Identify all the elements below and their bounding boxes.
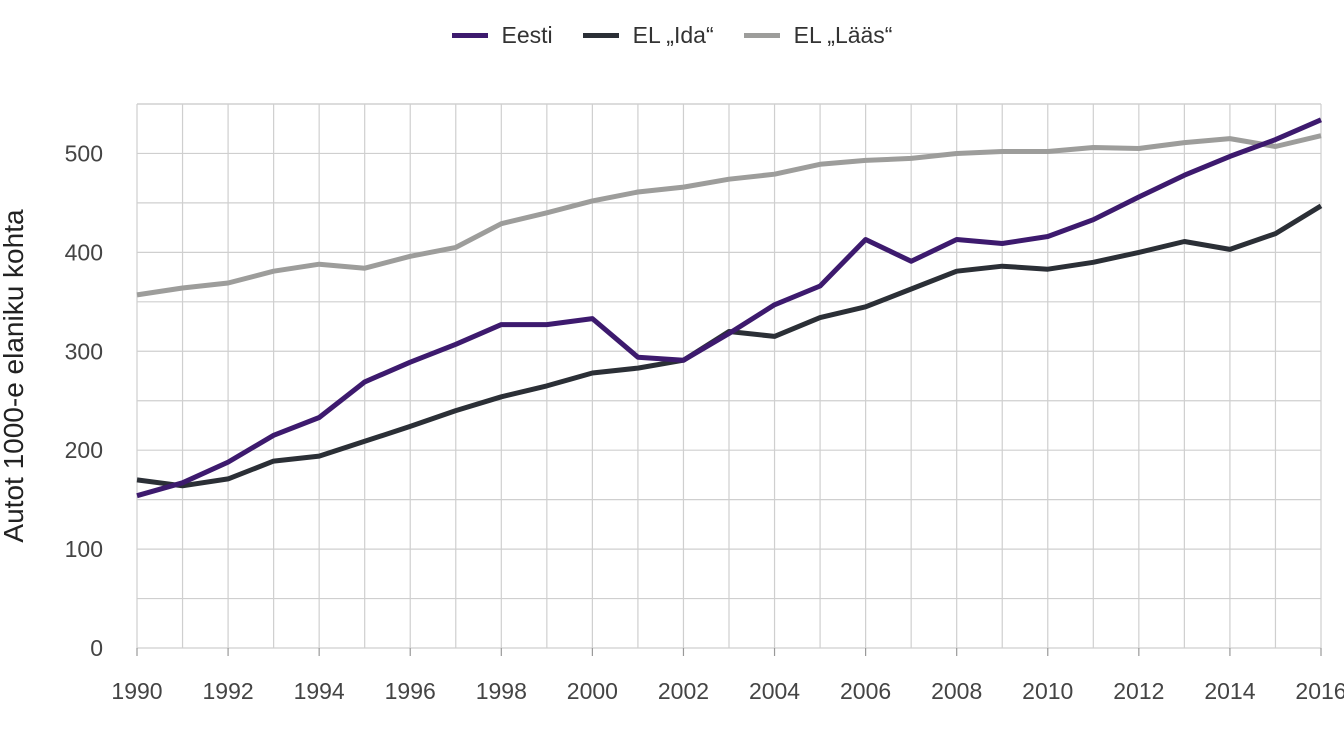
y-tick-label: 0 bbox=[90, 635, 103, 661]
x-tick-label: 2014 bbox=[1204, 678, 1255, 704]
x-tick-label: 2002 bbox=[658, 678, 709, 704]
x-tick-label: 1992 bbox=[202, 678, 253, 704]
legend-label-el-laas: EL „Lääs“ bbox=[793, 22, 893, 48]
series-line-el-lääs bbox=[136, 133, 1322, 298]
legend-swatch-el-laas bbox=[743, 33, 780, 38]
x-tick-label: 2012 bbox=[1113, 678, 1164, 704]
y-tick-label: 200 bbox=[65, 437, 103, 463]
legend-item-el-ida[interactable]: EL „Ida“ bbox=[582, 22, 714, 49]
y-tick-label: 100 bbox=[65, 536, 103, 562]
y-tick-label: 500 bbox=[65, 140, 103, 166]
x-tick-label: 2000 bbox=[567, 678, 618, 704]
x-tick-label: 1990 bbox=[111, 678, 162, 704]
x-tick-label: 2010 bbox=[1022, 678, 1073, 704]
series-lines bbox=[136, 117, 1323, 499]
legend-swatch-el-ida bbox=[582, 33, 619, 38]
legend-item-el-laas[interactable]: EL „Lääs“ bbox=[743, 22, 893, 49]
legend-item-eesti[interactable]: Eesti bbox=[451, 22, 553, 49]
x-tick-label: 2004 bbox=[749, 678, 800, 704]
legend-label-eesti: Eesti bbox=[501, 22, 553, 48]
axes: 0 100 200 300 400 500 1990 1992 1994 1996 1998 2000… bbox=[65, 140, 1344, 704]
series-line-eesti bbox=[136, 117, 1322, 499]
x-tick-label: 2006 bbox=[840, 678, 891, 704]
grid bbox=[136, 103, 1322, 649]
y-tick-label: 400 bbox=[65, 239, 103, 265]
x-tick-label: 1996 bbox=[385, 678, 436, 704]
legend-swatch-eesti bbox=[451, 33, 488, 38]
x-tick-label: 1994 bbox=[294, 678, 345, 704]
y-tick-label: 300 bbox=[65, 338, 103, 364]
x-tick-label: 2016 bbox=[1295, 678, 1344, 704]
legend: Eesti EL „Ida“ EL „Lääs“ bbox=[0, 22, 1344, 49]
x-tick-label: 1998 bbox=[476, 678, 527, 704]
x-tick-label: 2008 bbox=[931, 678, 982, 704]
legend-label-el-ida: EL „Ida“ bbox=[632, 22, 714, 48]
